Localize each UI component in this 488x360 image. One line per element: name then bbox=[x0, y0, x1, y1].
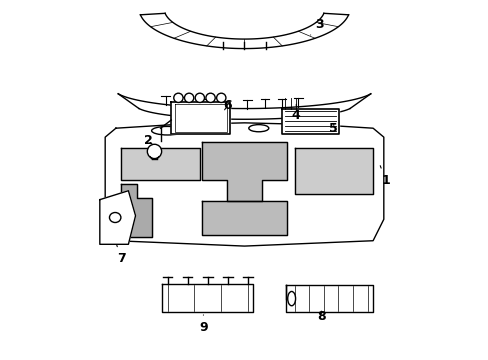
Ellipse shape bbox=[248, 125, 268, 132]
Polygon shape bbox=[121, 184, 151, 237]
Polygon shape bbox=[118, 94, 370, 119]
Polygon shape bbox=[105, 123, 383, 246]
Circle shape bbox=[205, 93, 215, 103]
Polygon shape bbox=[294, 148, 372, 194]
Text: 4: 4 bbox=[291, 104, 300, 122]
Circle shape bbox=[184, 93, 193, 103]
Text: 7: 7 bbox=[117, 245, 125, 265]
Polygon shape bbox=[121, 148, 200, 180]
Text: 8: 8 bbox=[316, 310, 325, 323]
Polygon shape bbox=[162, 284, 253, 312]
Ellipse shape bbox=[151, 126, 183, 135]
Text: 5: 5 bbox=[329, 122, 338, 135]
Text: 2: 2 bbox=[143, 134, 152, 147]
Circle shape bbox=[195, 93, 204, 103]
Text: 9: 9 bbox=[199, 315, 207, 334]
Polygon shape bbox=[201, 143, 287, 202]
Polygon shape bbox=[285, 285, 372, 312]
Polygon shape bbox=[282, 109, 339, 134]
Text: 3: 3 bbox=[310, 18, 323, 35]
Polygon shape bbox=[201, 202, 287, 235]
Text: 1: 1 bbox=[380, 166, 389, 186]
Circle shape bbox=[216, 93, 225, 103]
Polygon shape bbox=[140, 13, 348, 49]
Text: 6: 6 bbox=[223, 99, 231, 112]
Polygon shape bbox=[171, 102, 230, 134]
Ellipse shape bbox=[109, 212, 121, 222]
Polygon shape bbox=[100, 191, 135, 244]
Circle shape bbox=[173, 93, 183, 103]
Circle shape bbox=[147, 144, 162, 158]
Ellipse shape bbox=[287, 292, 295, 306]
